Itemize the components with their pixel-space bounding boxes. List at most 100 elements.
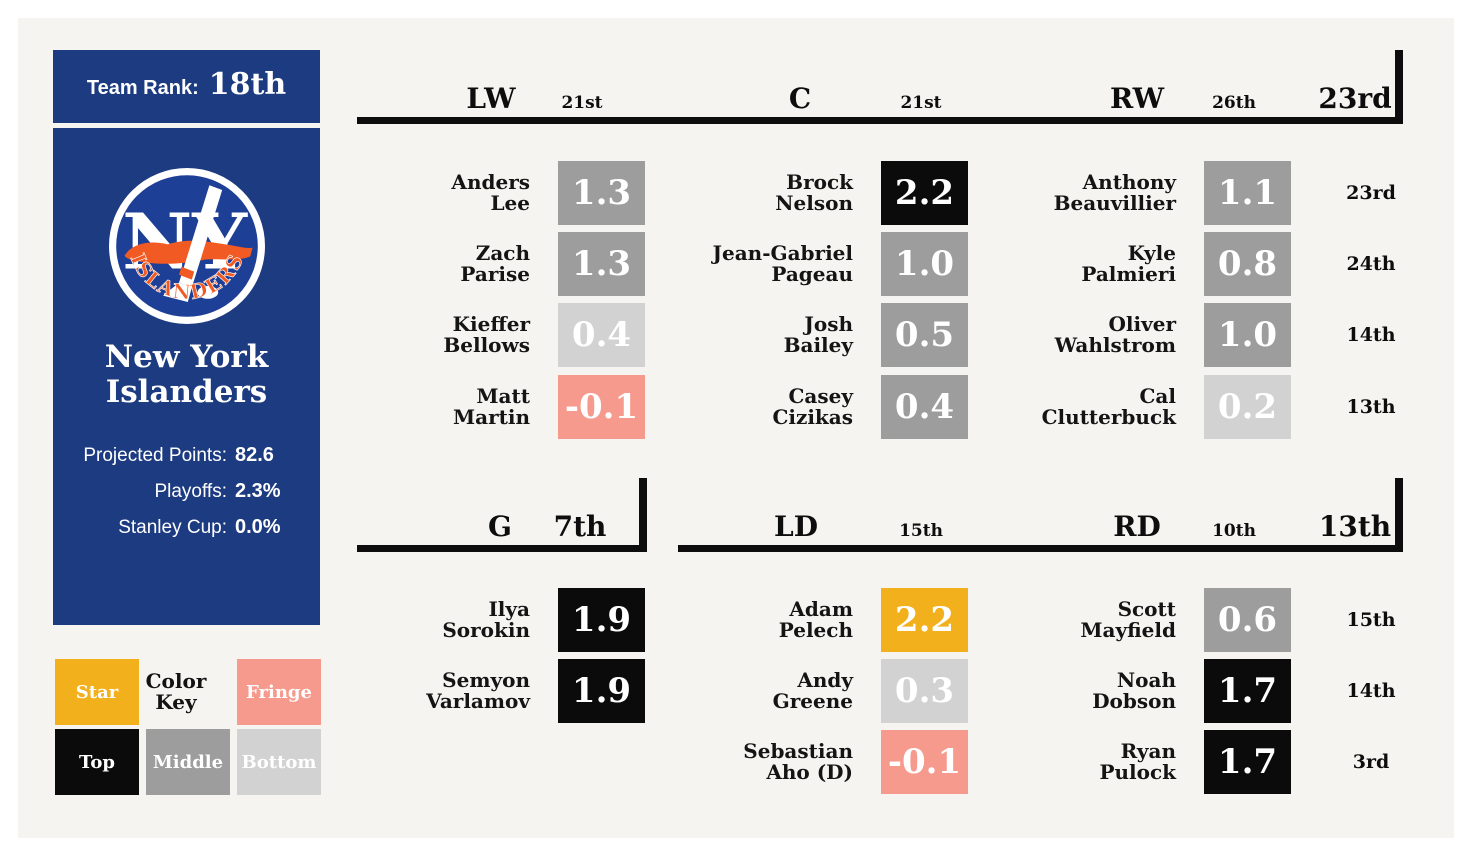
- key-cell-fringe: Fringe: [237, 659, 321, 725]
- player-name: Noah Dobson: [1092, 667, 1176, 713]
- player-row: Scott Mayfield 0.6: [990, 584, 1291, 655]
- player-rating-box: 0.4: [558, 303, 645, 368]
- player-row: Semyon Varlamov 1.9: [357, 655, 645, 726]
- goalie-header-bracket: [639, 478, 647, 552]
- player-rating-box: 1.7: [1204, 658, 1291, 723]
- rd-column: Scott Mayfield 0.6 Noah Dobson 1.7 Ryan Pul…: [990, 584, 1291, 798]
- line-rank: 24th: [1346, 252, 1396, 275]
- position-label-g: G: [488, 510, 512, 543]
- stat-projected-points: Projected Points: 82.6: [53, 444, 320, 480]
- line-rank: 13th: [1346, 395, 1396, 418]
- player-row: Kieffer Bellows 0.4: [357, 300, 645, 371]
- player-rating-box: 2.2: [881, 160, 968, 225]
- color-key-title: Color Key: [145, 669, 207, 714]
- player-name: Oliver Wahlstrom: [1054, 312, 1176, 358]
- player-rating-box: 1.9: [558, 658, 645, 723]
- key-cell-top: Top: [55, 729, 139, 795]
- team-rank-value: 18th: [208, 67, 287, 102]
- player-name: Andy Greene: [772, 667, 853, 713]
- player-name: Ryan Pulock: [1099, 739, 1176, 785]
- team-panel: NY ISLANDERS New York Islanders Projecte…: [53, 128, 320, 625]
- lw-column: Anders Lee 1.3 Zach Parise 1.3 Kieffer Bell…: [357, 157, 645, 442]
- g-column: Ilya Sorokin 1.9 Semyon Varlamov 1.9: [357, 584, 645, 727]
- player-name: Scott Mayfield: [1080, 596, 1176, 642]
- pair-rank: 15th: [1346, 608, 1396, 631]
- stat-value: 0.0%: [235, 516, 281, 538]
- player-row: Sebastian Aho (D) -0.1: [660, 727, 968, 798]
- player-rating-box: 1.0: [881, 231, 968, 296]
- player-row: Brock Nelson 2.2: [660, 157, 968, 228]
- player-row: Anders Lee 1.3: [357, 157, 645, 228]
- position-rank-ld: 15th: [899, 521, 943, 541]
- player-rating-box: 1.0: [1204, 303, 1291, 368]
- goalie-header-rule: [357, 545, 647, 552]
- position-rank-c: 21st: [900, 93, 942, 113]
- key-cell-star: Star: [55, 659, 139, 725]
- player-name: Adam Pelech: [778, 596, 853, 642]
- stat-stanley-cup: Stanley Cup: 0.0%: [53, 516, 320, 552]
- player-name: Anders Lee: [451, 169, 530, 215]
- player-row: Noah Dobson 1.7: [990, 655, 1291, 726]
- player-rating-box: -0.1: [558, 374, 645, 439]
- forwards-header-bracket: [1395, 50, 1403, 124]
- player-row: Oliver Wahlstrom 1.0: [990, 300, 1291, 371]
- player-rating-box: 1.3: [558, 231, 645, 296]
- player-row: Josh Bailey 0.5: [660, 300, 968, 371]
- position-label-rd: RD: [1113, 510, 1161, 543]
- stat-playoffs: Playoffs: 2.3%: [53, 480, 320, 516]
- pair-rank: 14th: [1346, 679, 1396, 702]
- player-rating-box: 1.3: [558, 160, 645, 225]
- forwards-overall-rank: 23rd: [1318, 82, 1392, 115]
- position-label-ld: LD: [774, 510, 818, 543]
- player-rating-box: -0.1: [881, 730, 968, 795]
- player-rating-box: 1.7: [1204, 730, 1291, 795]
- player-rating-box: 0.2: [1204, 374, 1291, 439]
- player-row: Matt Martin -0.1: [357, 371, 645, 442]
- player-row: Anthony Beauvillier 1.1: [990, 157, 1291, 228]
- rw-column: Anthony Beauvillier 1.1 Kyle Palmieri 0.8 …: [990, 157, 1291, 442]
- team-stats: Projected Points: 82.6 Playoffs: 2.3% St…: [53, 444, 320, 552]
- position-label-rw: RW: [1109, 82, 1165, 115]
- stat-label: Playoffs:: [154, 481, 227, 502]
- player-row: Adam Pelech 2.2: [660, 584, 968, 655]
- player-name: Semyon Varlamov: [426, 667, 530, 713]
- player-name: Casey Cizikas: [772, 383, 853, 429]
- c-column: Brock Nelson 2.2 Jean-Gabriel Pageau 1.0 J…: [660, 157, 968, 442]
- defense-header-bracket: [1395, 478, 1403, 552]
- player-name: Sebastian Aho (D): [743, 739, 853, 785]
- player-name: Josh Bailey: [783, 312, 853, 358]
- player-name: Cal Clutterbuck: [1041, 383, 1176, 429]
- player-row: Kyle Palmieri 0.8: [990, 228, 1291, 299]
- team-name: New York Islanders: [104, 339, 269, 410]
- ld-column: Adam Pelech 2.2 Andy Greene 0.3 Sebastian A…: [660, 584, 968, 798]
- key-cell-middle: Middle: [146, 729, 230, 795]
- position-rank-rd: 10th: [1212, 521, 1256, 541]
- player-name: Matt Martin: [452, 383, 530, 429]
- player-rating-box: 0.8: [1204, 231, 1291, 296]
- defense-overall-rank: 13th: [1318, 510, 1392, 543]
- forwards-header-rule: [357, 117, 1403, 124]
- player-name: Kyle Palmieri: [1081, 240, 1176, 286]
- stat-label: Stanley Cup:: [118, 517, 227, 538]
- team-rank-banner: Team Rank: 18th: [53, 50, 320, 123]
- player-rating-box: 2.2: [881, 587, 968, 652]
- position-label-lw: LW: [466, 82, 516, 115]
- position-rank-lw: 21st: [561, 93, 603, 113]
- player-row: Ryan Pulock 1.7: [990, 727, 1291, 798]
- player-name: Jean-Gabriel Pageau: [712, 240, 853, 286]
- line-rank: 23rd: [1346, 181, 1396, 204]
- position-rank-rw: 26th: [1212, 93, 1256, 113]
- defense-header-rule: [678, 545, 1403, 552]
- player-rating-box: 0.6: [1204, 587, 1291, 652]
- player-rating-box: 1.1: [1204, 160, 1291, 225]
- position-rank-g: 7th: [553, 510, 607, 543]
- team-rank-label: Team Rank:: [86, 77, 199, 99]
- player-row: Andy Greene 0.3: [660, 655, 968, 726]
- player-row: Jean-Gabriel Pageau 1.0: [660, 228, 968, 299]
- key-cell-bottom: Bottom: [237, 729, 321, 795]
- forwards-header: LW 21st C 21st RW 26th 23rd: [357, 50, 1403, 124]
- player-name: Zach Parise: [460, 240, 530, 286]
- player-rating-box: 0.3: [881, 658, 968, 723]
- defense-pair-ranks: 15th 14th 3rd: [1326, 584, 1416, 798]
